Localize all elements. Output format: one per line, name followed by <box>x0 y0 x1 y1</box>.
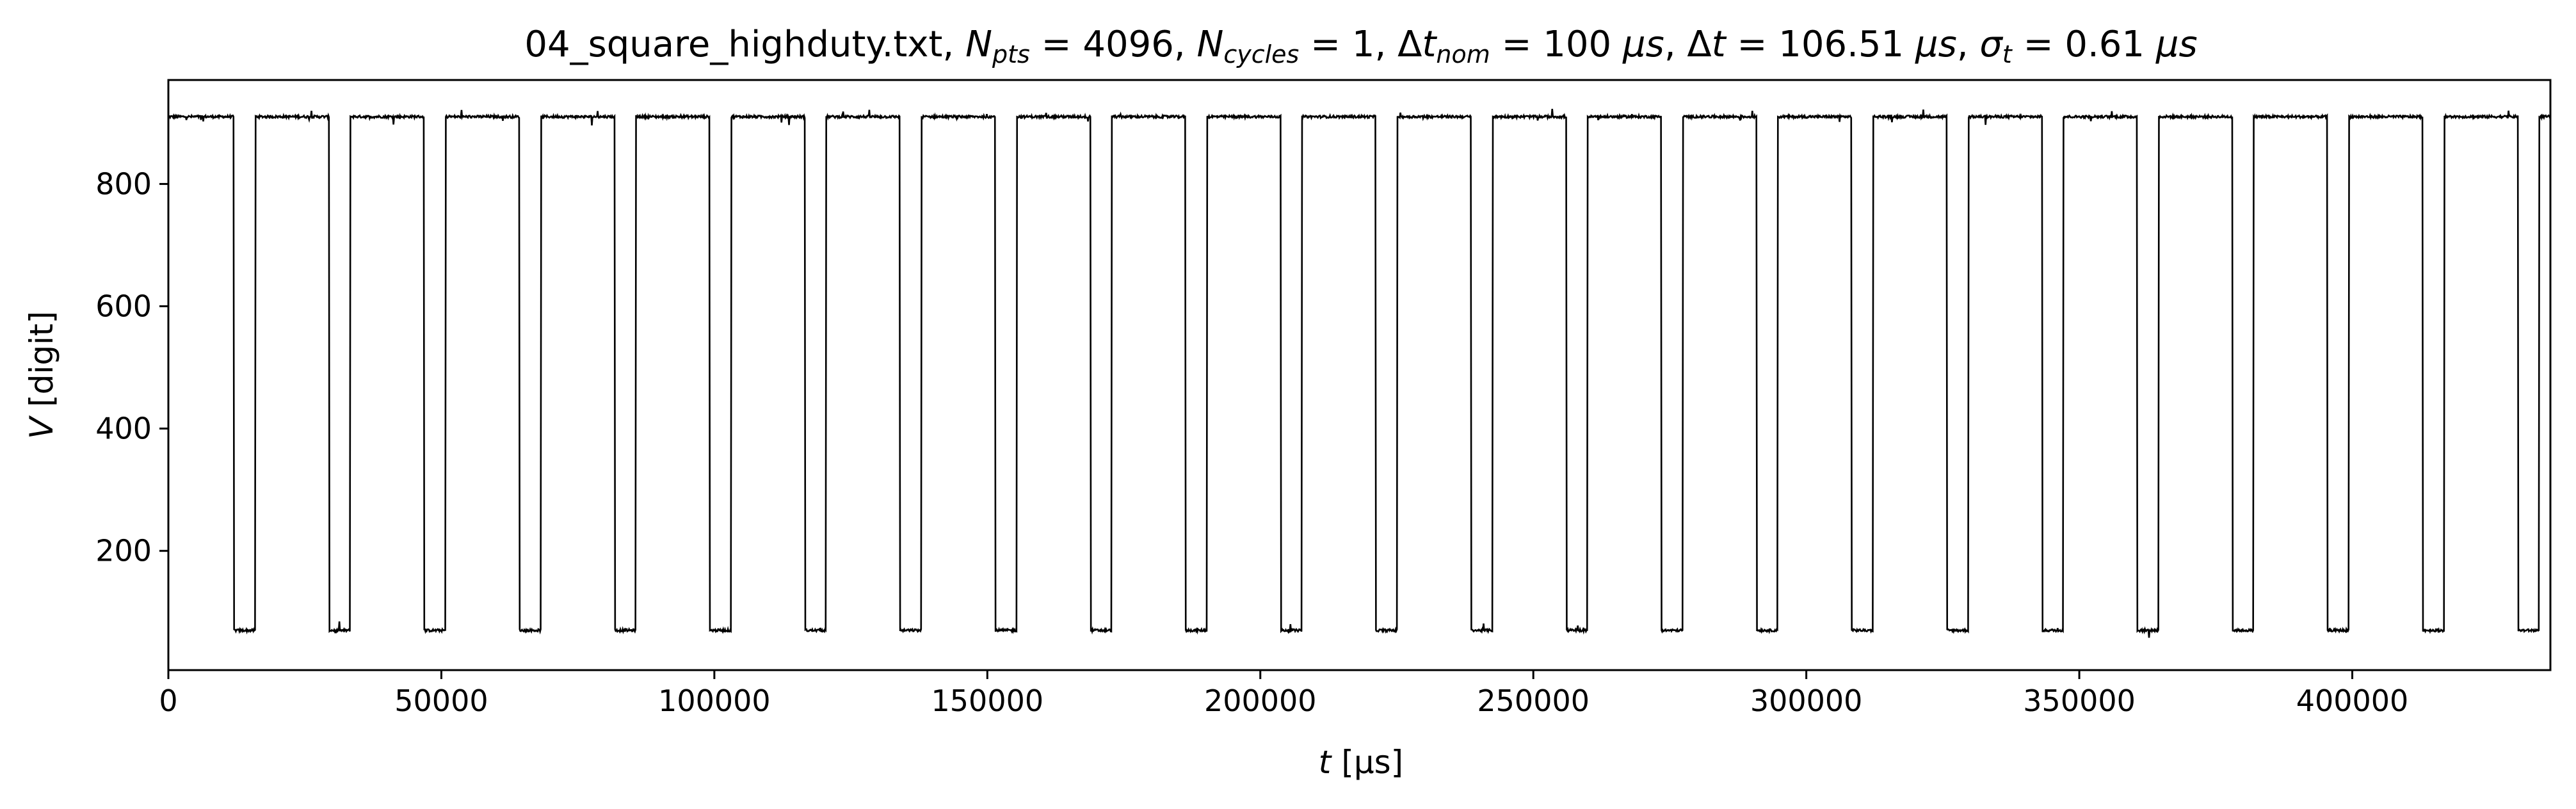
x-axis: 0 50000 100000 150000 200000 250000 300000 3500… <box>159 670 2408 718</box>
plot-area-frame <box>167 79 2552 671</box>
y-tick-label: 400 <box>95 412 152 446</box>
x-tick-label: 250000 <box>1477 684 1590 718</box>
x-tick-label: 150000 <box>931 684 1044 718</box>
chart-title: 04_square_highduty.txt, Npts = 4096, Ncy… <box>524 24 2197 68</box>
y-axis: 200 400 600 800 <box>95 166 168 568</box>
x-axis-label: t [μs] <box>1319 744 1403 781</box>
x-tick-label: 350000 <box>2023 684 2136 718</box>
y-tick-label: 600 <box>95 289 152 324</box>
x-tick-label: 0 <box>159 684 177 718</box>
x-tick-label: 200000 <box>1204 684 1317 718</box>
x-tick-label: 300000 <box>1750 684 1863 718</box>
x-tick-label: 50000 <box>394 684 488 718</box>
x-tick-label: 100000 <box>658 684 771 718</box>
y-tick-label: 200 <box>95 534 152 568</box>
y-tick-label: 800 <box>95 166 152 201</box>
y-axis-label: V [digit] <box>23 311 60 439</box>
x-tick-label: 400000 <box>2296 684 2409 718</box>
series-line <box>168 108 2552 638</box>
